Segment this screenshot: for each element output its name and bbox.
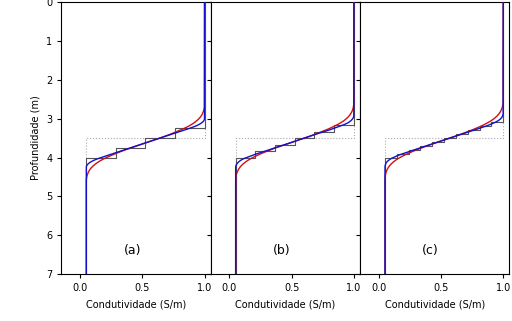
Text: (c): (c) bbox=[422, 244, 439, 257]
Y-axis label: Profundidade (m): Profundidade (m) bbox=[31, 96, 40, 180]
X-axis label: Condutividade (S/m): Condutividade (S/m) bbox=[86, 299, 186, 309]
Text: (b): (b) bbox=[273, 244, 291, 257]
X-axis label: Condutividade (S/m): Condutividade (S/m) bbox=[385, 299, 485, 309]
X-axis label: Condutividade (S/m): Condutividade (S/m) bbox=[236, 299, 335, 309]
Text: (a): (a) bbox=[124, 244, 141, 257]
